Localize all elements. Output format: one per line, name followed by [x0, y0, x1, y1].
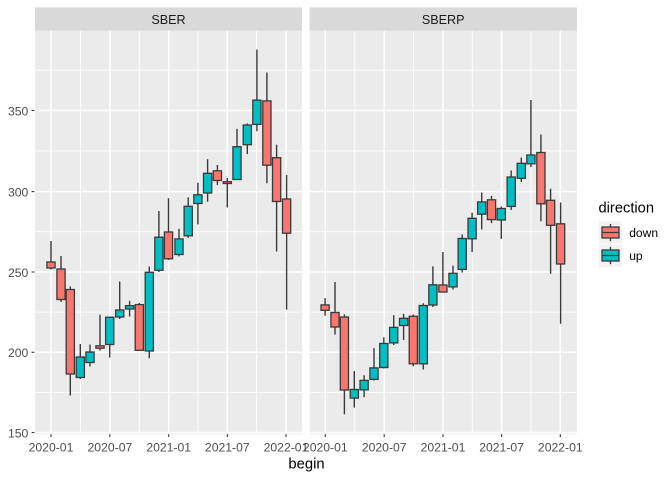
- svg-text:2020-01: 2020-01: [29, 440, 74, 454]
- svg-text:2021-01: 2021-01: [146, 440, 191, 454]
- svg-text:2020-07: 2020-07: [362, 440, 407, 454]
- svg-text:2021-07: 2021-07: [479, 440, 524, 454]
- svg-text:250: 250: [8, 266, 29, 280]
- svg-text:SBER: SBER: [151, 13, 185, 27]
- svg-text:2021-07: 2021-07: [205, 440, 250, 454]
- svg-text:200: 200: [8, 346, 29, 360]
- svg-text:150: 150: [8, 426, 29, 440]
- svg-text:SBERP: SBERP: [422, 13, 465, 27]
- svg-text:up: up: [629, 249, 643, 263]
- svg-text:300: 300: [8, 185, 29, 199]
- svg-text:2020-07: 2020-07: [88, 440, 133, 454]
- svg-text:2020-01: 2020-01: [303, 440, 348, 454]
- svg-text:350: 350: [8, 104, 29, 118]
- svg-text:direction: direction: [599, 201, 655, 217]
- svg-text:2022-01: 2022-01: [538, 440, 583, 454]
- svg-text:down: down: [629, 226, 658, 240]
- svg-text:2022-01: 2022-01: [264, 440, 309, 454]
- svg-text:2021-01: 2021-01: [421, 440, 466, 454]
- svg-text:begin: begin: [288, 457, 324, 473]
